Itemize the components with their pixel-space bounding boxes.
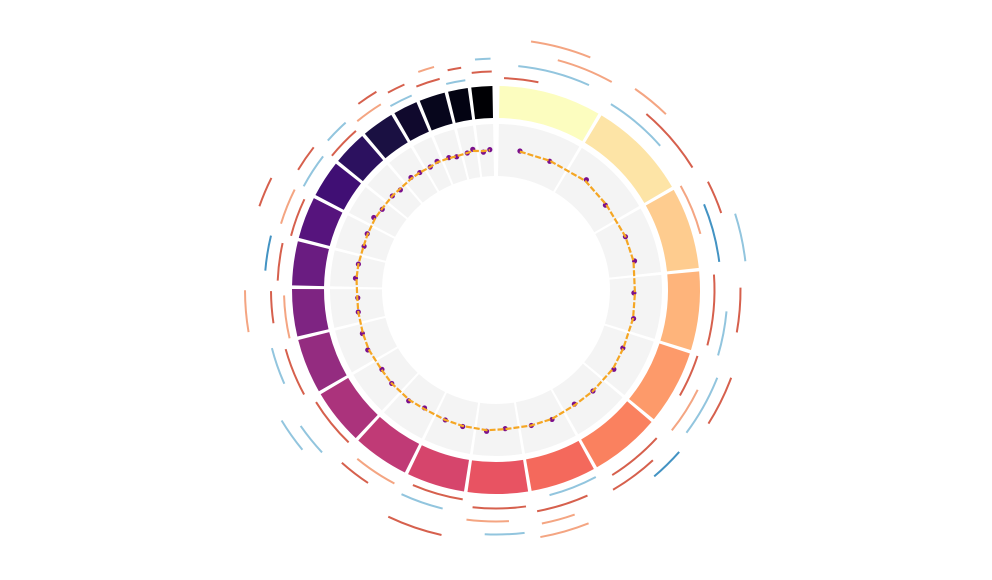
track-background (413, 137, 452, 192)
feature-arc (536, 494, 588, 513)
feature-arc (327, 121, 347, 142)
feature-arc (284, 348, 305, 395)
feature-arc (264, 235, 272, 271)
feature-arc (415, 77, 440, 88)
feature-arc (283, 295, 291, 339)
feature-arc (717, 311, 728, 356)
ideogram-segment (408, 445, 470, 492)
track-background (554, 147, 640, 233)
feature-arc (280, 189, 296, 224)
feature-arc (703, 203, 721, 263)
feature-arc (244, 290, 250, 333)
feature-arc (679, 355, 699, 396)
feature-arc (270, 291, 275, 324)
feature-arc (472, 505, 527, 510)
feature-arc (549, 476, 597, 497)
ideogram-segment (419, 92, 453, 131)
ideogram-segment (629, 343, 690, 420)
feature-arc (389, 94, 413, 108)
feature-arc (331, 130, 357, 157)
feature-arc (671, 389, 699, 432)
ideogram-segment (645, 189, 699, 272)
feature-arc (530, 40, 591, 59)
ideogram-segment (315, 163, 361, 210)
ideogram-segment (660, 271, 701, 351)
feature-arc (734, 213, 747, 262)
track-background (335, 215, 395, 261)
track-background (353, 348, 418, 411)
track-background (552, 363, 623, 435)
feature-arc (471, 70, 492, 74)
feature-arc (270, 347, 286, 385)
trend-line (355, 149, 637, 432)
feature-arc (445, 79, 466, 85)
ideogram-segment (320, 377, 378, 439)
feature-arc (503, 77, 539, 84)
ideogram-segment (499, 86, 599, 142)
feature-arc (387, 515, 442, 536)
feature-arc (276, 242, 284, 281)
feature-arc (707, 181, 723, 214)
track-background (472, 402, 523, 456)
feature-arc (401, 493, 443, 510)
feature-arc (356, 103, 382, 122)
feature-arc (610, 103, 661, 147)
feature-arc (356, 458, 395, 485)
feature-arc (679, 185, 702, 235)
feature-arc (357, 90, 377, 105)
ideogram-segment (292, 241, 329, 287)
feature-arc (612, 459, 654, 491)
ideogram-segment (467, 459, 529, 494)
feature-arc (611, 437, 658, 476)
feature-arc (707, 377, 733, 425)
feature-arc (387, 83, 405, 94)
feature-arc (412, 484, 463, 501)
ideogram-segment (364, 114, 408, 159)
feature-arc (735, 287, 742, 333)
feature-arc (474, 57, 491, 61)
feature-arc (315, 401, 350, 444)
feature-arc (280, 419, 304, 451)
feature-arc (258, 177, 273, 207)
ideogram-segment (298, 198, 343, 247)
track-background (349, 187, 407, 237)
ideogram-segment (471, 86, 493, 120)
ideogram-segment (394, 102, 429, 141)
feature-arc (706, 274, 716, 346)
feature-arc (484, 531, 525, 536)
ideogram-segment (448, 87, 473, 123)
feature-arc (290, 198, 306, 237)
feature-arc (417, 65, 435, 73)
ideogram-segment (526, 440, 594, 491)
ideogram-segment (292, 288, 329, 337)
feature-arc (341, 461, 369, 484)
feature-arc (302, 155, 324, 187)
track-background (383, 374, 446, 439)
track-background (389, 147, 438, 203)
feature-arc (685, 377, 719, 434)
feature-arc (557, 59, 613, 83)
ideogram-segment (581, 401, 652, 468)
feature-arc (540, 522, 589, 539)
feature-arc (634, 88, 667, 115)
feature-arc (645, 113, 694, 169)
data-point (487, 147, 493, 153)
feature-arc (541, 513, 576, 525)
feature-arc (297, 146, 315, 171)
track-background (367, 164, 422, 218)
track-background (584, 325, 654, 396)
data-point (361, 243, 367, 249)
feature-arc (466, 518, 510, 523)
feature-arc (653, 451, 680, 478)
ideogram-segment (584, 115, 672, 203)
feature-arc (299, 425, 323, 454)
ideogram-segment (358, 416, 420, 473)
ideogram-segment (298, 332, 347, 392)
track-background (424, 392, 479, 454)
feature-arc (447, 66, 462, 72)
feature-arc (518, 65, 590, 87)
ideogram-segment (338, 136, 384, 182)
